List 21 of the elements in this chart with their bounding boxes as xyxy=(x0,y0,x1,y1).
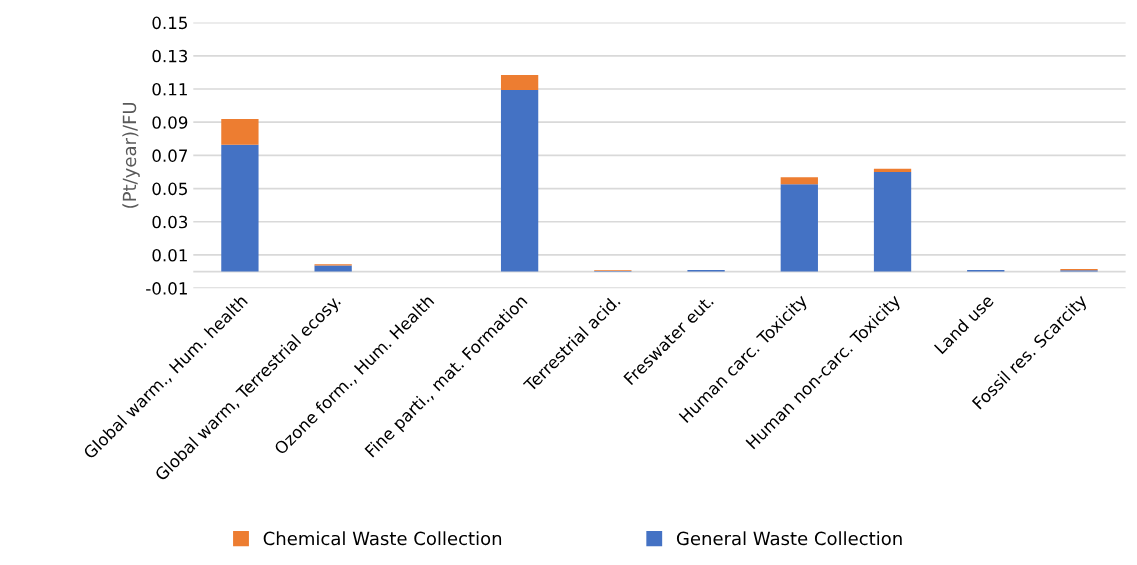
y-axis-title: (Pt/year)/FU xyxy=(122,102,140,208)
bar xyxy=(221,119,259,145)
y-tick-label: 0.13 xyxy=(152,49,188,63)
bar xyxy=(500,89,539,272)
y-tick-label: 0.15 xyxy=(152,16,187,30)
legend-label: General Waste Collection xyxy=(676,531,902,546)
y-tick-label: 0.03 xyxy=(152,215,188,229)
bar xyxy=(314,265,352,272)
bar xyxy=(873,171,912,272)
bar xyxy=(873,168,912,172)
bar xyxy=(780,184,818,272)
y-tick-label: 0.07 xyxy=(152,149,187,162)
bar xyxy=(780,177,818,185)
y-tick-label: 0.01 xyxy=(152,248,187,262)
legend-label: Chemical Waste Collection xyxy=(263,531,502,546)
y-tick-label: 0.11 xyxy=(152,82,187,96)
y-tick-label: 0.09 xyxy=(152,116,188,129)
y-tick-label: -0.01 xyxy=(146,282,187,295)
bar xyxy=(500,74,539,90)
bar xyxy=(221,144,259,272)
y-tick-label: 0.05 xyxy=(152,182,187,196)
